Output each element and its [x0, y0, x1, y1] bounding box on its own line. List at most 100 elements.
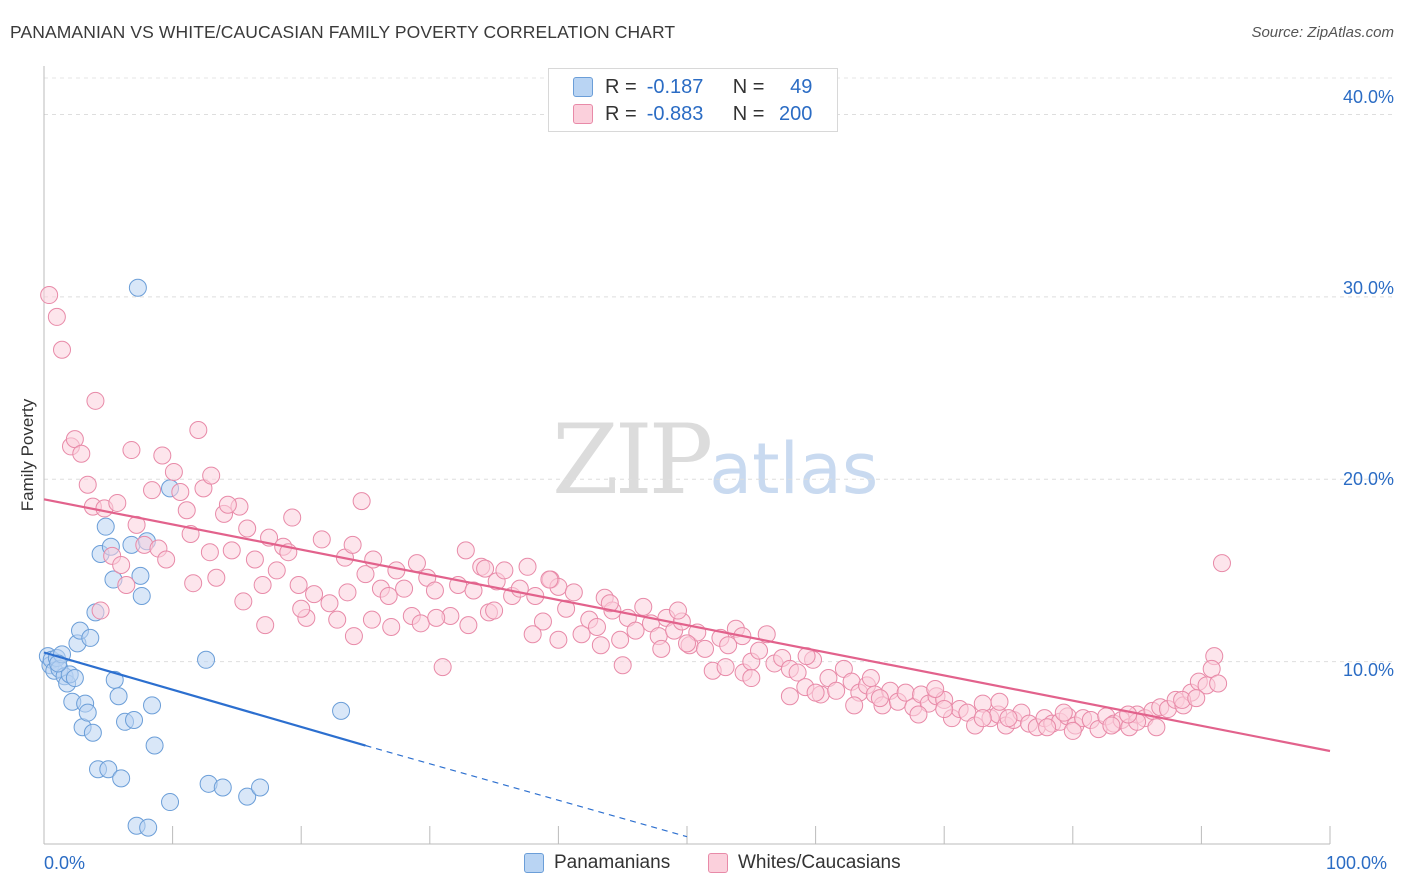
white-point	[256, 616, 275, 635]
white-point	[122, 441, 141, 460]
chart-title: PANAMANIAN VS WHITE/CAUCASIAN FAMILY POV…	[10, 22, 676, 42]
white-point	[112, 555, 131, 574]
white-point	[433, 658, 452, 677]
panamanian-point	[139, 818, 158, 837]
white-point	[320, 594, 339, 613]
white-point	[245, 550, 264, 569]
r-label: R =	[605, 75, 637, 98]
panamanian-point	[161, 793, 180, 812]
n-label: N =	[732, 102, 765, 125]
white-point	[328, 610, 347, 629]
white-point	[238, 519, 257, 538]
white-point	[591, 636, 610, 655]
white-point	[267, 561, 286, 580]
white-point	[344, 627, 363, 646]
legend-item-panamanians[interactable]: Panamanians	[524, 852, 670, 874]
white-point	[289, 576, 308, 595]
x-tick-min: 0.0%	[44, 853, 86, 873]
white-point	[395, 579, 414, 598]
panamanian-point	[81, 628, 100, 647]
panamanian-point	[145, 736, 164, 755]
white-point	[587, 617, 606, 636]
legend-swatch	[708, 853, 728, 873]
panamanian-point	[49, 654, 68, 673]
white-point	[1212, 554, 1231, 573]
panamanian-point	[83, 723, 102, 742]
white-point	[253, 576, 272, 595]
white-point	[207, 568, 226, 587]
white-point	[382, 617, 401, 636]
white-point	[117, 576, 136, 595]
white-point	[78, 475, 97, 494]
white-trend-line	[43, 498, 1331, 753]
white-point	[973, 709, 992, 728]
white-point	[456, 541, 475, 560]
white-point	[845, 696, 864, 715]
white-point	[926, 679, 945, 698]
white-point	[464, 581, 483, 600]
y-tick-30: 30.0%	[1342, 278, 1394, 298]
legend-item-whites[interactable]: Whites/Caucasians	[708, 852, 901, 874]
series-legend: Panamanians Whites/Caucasians	[0, 852, 1406, 876]
white-point	[788, 663, 807, 682]
white-point	[292, 599, 311, 618]
panamanian-point	[132, 586, 151, 605]
white-point	[634, 597, 653, 616]
white-point	[305, 585, 324, 604]
white-point	[806, 683, 825, 702]
white-point	[91, 601, 110, 620]
white-point	[600, 594, 619, 613]
white-point	[716, 658, 735, 677]
white-point	[719, 636, 738, 655]
panamanian-point	[125, 710, 144, 729]
white-point	[909, 705, 928, 724]
white-point	[678, 634, 696, 653]
white-point	[40, 286, 59, 305]
white-point	[523, 625, 542, 644]
white-point	[222, 541, 241, 560]
white-point	[1147, 718, 1166, 737]
r-label: R =	[605, 102, 637, 125]
white-point	[171, 483, 190, 502]
white-point	[1102, 716, 1121, 735]
panamanian-point	[128, 278, 147, 297]
white-point	[177, 501, 196, 520]
panamanian-point	[131, 566, 150, 585]
white-point	[283, 508, 302, 527]
legend-row-whites: R = -0.883 N = 200	[573, 101, 812, 127]
white-point	[47, 307, 66, 326]
white-point	[540, 570, 559, 589]
panamanian-point	[251, 778, 270, 797]
white-point	[379, 586, 398, 605]
white-point	[572, 625, 591, 644]
white-point	[1119, 705, 1138, 724]
white-point	[86, 391, 105, 410]
white-point	[1063, 721, 1082, 740]
white-point	[990, 692, 1009, 711]
legend-label: Whites/Caucasians	[738, 852, 901, 873]
legend-label: Panamanians	[554, 852, 671, 873]
white-point	[750, 641, 769, 660]
white-point	[312, 530, 331, 549]
panamanian-point	[197, 650, 216, 669]
white-point	[533, 612, 552, 631]
white-point	[234, 592, 253, 611]
white-point	[780, 687, 799, 706]
white-point	[218, 495, 237, 514]
white-point	[53, 340, 72, 359]
watermark: ZIPatlas	[552, 404, 878, 516]
panamanian-point	[143, 696, 162, 715]
white-point	[626, 621, 645, 640]
white-point	[164, 462, 183, 481]
white-point	[427, 608, 446, 627]
watermark-zip: ZIP	[552, 404, 713, 516]
legend-swatch-panamanians	[573, 77, 593, 97]
white-point	[742, 669, 761, 688]
white-point	[999, 709, 1018, 728]
n-label: N =	[732, 75, 765, 98]
white-point	[411, 614, 430, 633]
white-point	[485, 601, 504, 620]
white-point	[407, 554, 426, 573]
panamanian-point	[96, 517, 115, 536]
n-value: 49	[790, 75, 813, 98]
